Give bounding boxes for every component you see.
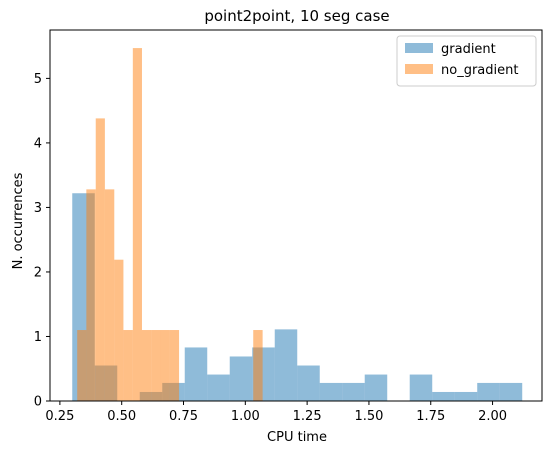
- x-axis-label: CPU time: [267, 430, 327, 445]
- bar-gradient-12: [342, 382, 365, 401]
- x-tick-label: 1.00: [231, 409, 260, 424]
- y-tick-label: 4: [34, 136, 42, 151]
- y-tick-label: 3: [34, 201, 42, 216]
- x-tick-label: 0.75: [169, 409, 198, 424]
- bar-no-gradient-7: [141, 330, 152, 401]
- y-tick-label: 1: [34, 330, 42, 345]
- bar-no-gradient-4: [114, 259, 124, 401]
- bar-gradient-15: [409, 374, 433, 401]
- x-tick-label: 0.25: [45, 409, 74, 424]
- legend-swatch-no-gradient: [405, 64, 433, 74]
- bar-gradient-9: [274, 329, 298, 401]
- bars-layer: [72, 48, 523, 401]
- y-axis-label: N. occurrences: [11, 172, 26, 269]
- bar-gradient-10: [297, 365, 320, 401]
- legend-label-no-gradient: no_gradient: [441, 63, 518, 78]
- y-tick-label: 0: [34, 395, 42, 410]
- y-tick-label: 5: [34, 72, 42, 87]
- bar-no-gradient-2: [95, 118, 105, 401]
- bar-gradient-17: [454, 391, 478, 401]
- axes-layer: 0.25 0.50 0.75 1.00 1.25 1.50 1.75 2.00 0 1 2 3 4 5: [34, 29, 543, 424]
- bar-no-gradient-6: [132, 48, 142, 401]
- bar-gradient-11: [319, 382, 343, 401]
- bar-no-gradient-19: [253, 330, 263, 401]
- bar-gradient-7: [229, 356, 253, 401]
- x-tick-label: 0.50: [107, 409, 136, 424]
- bar-no-gradient-10: [169, 330, 180, 401]
- bar-no-gradient-8: [151, 330, 161, 401]
- y-tick-label: 2: [34, 265, 42, 280]
- chart-title: point2point, 10 seg case: [204, 7, 389, 25]
- bar-no-gradient-1: [86, 189, 96, 401]
- bar-no-gradient-0: [77, 330, 87, 401]
- legend-swatch-gradient: [405, 43, 433, 53]
- bar-no-gradient-9: [160, 330, 170, 401]
- bar-gradient-19: [499, 382, 523, 401]
- bar-gradient-13: [364, 374, 388, 401]
- legend: gradient no_gradient: [396, 35, 537, 87]
- bar-no-gradient-3: [104, 189, 115, 401]
- legend-label-gradient: gradient: [441, 42, 496, 57]
- x-tick-label: 1.75: [416, 409, 445, 424]
- x-tick-label: 1.50: [354, 409, 383, 424]
- bar-gradient-18: [477, 382, 500, 401]
- bar-gradient-16: [432, 391, 455, 401]
- plot-frame: [49, 29, 543, 402]
- x-tick-label: 2.00: [478, 409, 507, 424]
- x-tick-label: 1.25: [293, 409, 322, 424]
- bar-gradient-6: [207, 374, 230, 401]
- bar-no-gradient-5: [123, 330, 133, 401]
- bar-gradient-5: [184, 347, 208, 401]
